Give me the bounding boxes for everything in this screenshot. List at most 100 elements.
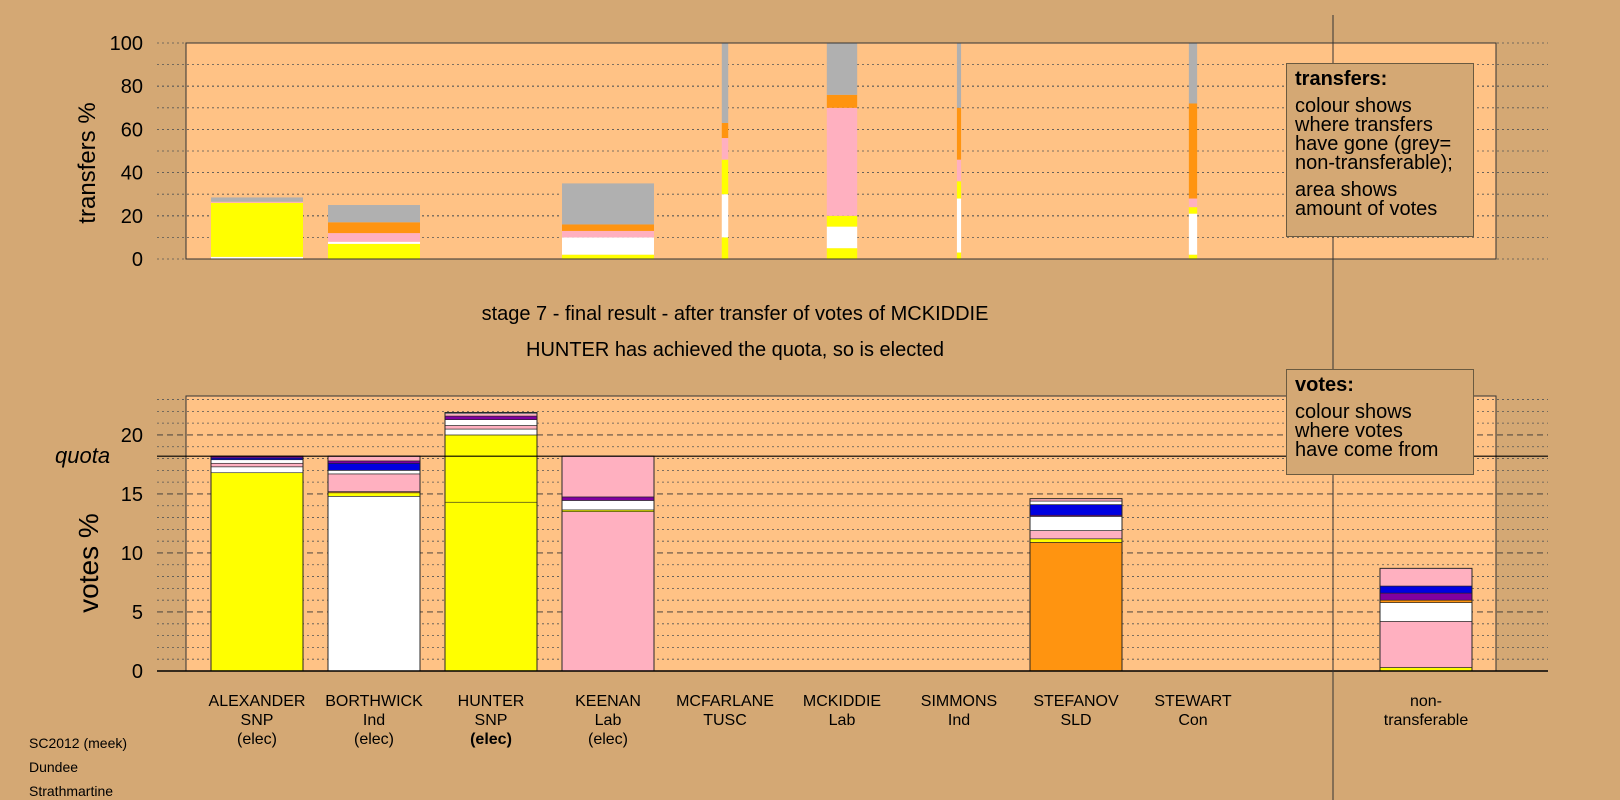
- transfer-bar-segment: [211, 201, 303, 203]
- transfer-bar-segment: [826, 94, 858, 108]
- transfer-bar-segment: [826, 107, 858, 216]
- transfer-bar-segment: [1188, 103, 1198, 199]
- transfer-bar-segment: [562, 183, 654, 225]
- candidate-party-label: SNP: [241, 712, 274, 729]
- transfers-legend: transfers: colour shows where transfers …: [1286, 63, 1474, 237]
- votes-panel: 0 5 10 15 20 quota votes %: [55, 395, 1548, 683]
- transfers-legend-line: colour shows: [1295, 95, 1412, 117]
- vote-bar-segment: [210, 472, 304, 672]
- candidate-party-label: TUSC: [703, 712, 747, 729]
- vote-bar-segment: [444, 419, 538, 426]
- vote-bar-segment: [1029, 542, 1123, 672]
- transfers-tick-label: 0: [132, 249, 143, 271]
- candidate-party-label: Lab: [595, 712, 622, 729]
- vote-bar-segment: [327, 473, 421, 492]
- candidate-name-label: ALEXANDER: [209, 693, 306, 710]
- candidate-status-label: (elec): [588, 731, 628, 748]
- source-label: Dundee: [29, 759, 79, 775]
- transfer-bar-segment: [328, 243, 420, 259]
- vote-bar-segment: [1379, 621, 1473, 668]
- vote-bar-segment: [210, 462, 304, 468]
- transfer-bar-segment: [721, 159, 729, 195]
- candidate-name-label: HUNTER: [458, 693, 525, 710]
- transfer-bar-segment: [826, 248, 858, 259]
- transfers-y-axis-label: transfers %: [74, 102, 101, 223]
- candidate-name-label: SIMMONS: [921, 693, 997, 710]
- transfer-bar-segment: [956, 252, 962, 259]
- candidate-party-label: transferable: [1384, 712, 1469, 729]
- votes-tick-label: 0: [132, 661, 143, 683]
- source-label: Strathmartine: [29, 783, 114, 799]
- transfer-bar-segment: [956, 159, 962, 182]
- transfer-bar-segment: [956, 43, 962, 108]
- transfer-bar-segment: [826, 215, 858, 227]
- candidate-name-label: MCFARLANE: [676, 693, 774, 710]
- transfer-bar-segment: [211, 202, 303, 257]
- candidate-party-label: Lab: [829, 712, 856, 729]
- candidate-name-label: KEENAN: [575, 693, 641, 710]
- transfers-tick-label: 100: [110, 33, 143, 55]
- candidate-party-label: Ind: [948, 712, 970, 729]
- vote-bar-segment: [444, 428, 538, 436]
- transfer-bar-segment: [956, 198, 962, 253]
- transfers-panel: 0 20 40 60 80 100 transfers %: [74, 33, 1548, 271]
- vote-bar-segment: [1029, 504, 1123, 516]
- transfer-bar-segment: [956, 181, 962, 199]
- vote-bar-segment: [1029, 516, 1123, 531]
- vote-bar-segment: [210, 459, 304, 464]
- candidate-party-label: SNP: [475, 712, 508, 729]
- vote-bar-segment: [561, 511, 655, 672]
- vote-bar-segment: [1379, 585, 1473, 594]
- votes-legend-line: have come from: [1295, 439, 1439, 461]
- vote-bar-segment: [1379, 602, 1473, 622]
- transfer-bar-segment: [328, 222, 420, 234]
- transfers-legend-line: non-transferable);: [1295, 152, 1453, 174]
- vote-bar-segment: [327, 462, 421, 471]
- vote-bar-segment: [1029, 538, 1123, 543]
- transfer-bar-segment: [721, 138, 729, 160]
- vote-bar-segment: [444, 415, 538, 420]
- transfers-tick-label: 80: [121, 76, 143, 98]
- transfer-bar-segment: [1188, 254, 1198, 259]
- votes-tick-label: 20: [121, 425, 143, 447]
- candidate-status-label: (elec): [470, 731, 512, 748]
- vote-bar-segment: [561, 496, 655, 501]
- vote-bar-segment: [1379, 568, 1473, 587]
- transfer-bar-segment: [826, 226, 858, 249]
- transfer-bar-segment: [956, 107, 962, 160]
- transfer-bar-segment: [721, 194, 729, 238]
- transfer-bar-segment: [211, 197, 303, 202]
- candidate-name-label: STEFANOV: [1033, 693, 1119, 710]
- transfer-bar-segment: [721, 237, 729, 259]
- candidate-party-label: Con: [1178, 712, 1207, 729]
- candidate-party-label: SLD: [1060, 712, 1091, 729]
- candidate-name-label: STEWART: [1154, 693, 1232, 710]
- transfer-bar-segment: [562, 237, 654, 255]
- transfer-bar-segment: [328, 233, 420, 242]
- transfer-bar-segment: [1188, 43, 1198, 104]
- candidate-name-label: BORTHWICK: [325, 693, 423, 710]
- vote-bar-segment: [327, 492, 421, 497]
- transfer-bar-segment: [562, 230, 654, 238]
- votes-legend-line: where votes: [1295, 420, 1403, 442]
- candidate-status-label: (elec): [237, 731, 277, 748]
- candidate-name-label: non-: [1410, 693, 1442, 710]
- transfer-bar-segment: [562, 254, 654, 259]
- stage-subtitle: HUNTER has achieved the quota, so is ele…: [526, 339, 944, 361]
- vote-bar-segment: [327, 496, 421, 672]
- transfers-legend-title: transfers:: [1295, 68, 1388, 90]
- votes-tick-label: 5: [132, 602, 143, 624]
- vote-bar-segment: [561, 455, 655, 498]
- votes-legend-title: votes:: [1295, 374, 1354, 396]
- transfer-bar-segment: [562, 224, 654, 231]
- transfers-tick-label: 20: [121, 206, 143, 228]
- candidate-party-label: Ind: [363, 712, 385, 729]
- source-label: SC2012 (meek): [29, 735, 128, 751]
- transfer-bar-segment: [721, 43, 729, 123]
- candidate-labels: ALEXANDER SNP (elec) BORTHWICK Ind (elec) HUNT…: [209, 693, 1469, 748]
- transfer-bar-segment: [1188, 207, 1198, 214]
- transfers-legend-line: area shows: [1295, 179, 1398, 201]
- transfers-tick-label: 60: [121, 119, 143, 141]
- transfer-bar-segment: [721, 122, 729, 139]
